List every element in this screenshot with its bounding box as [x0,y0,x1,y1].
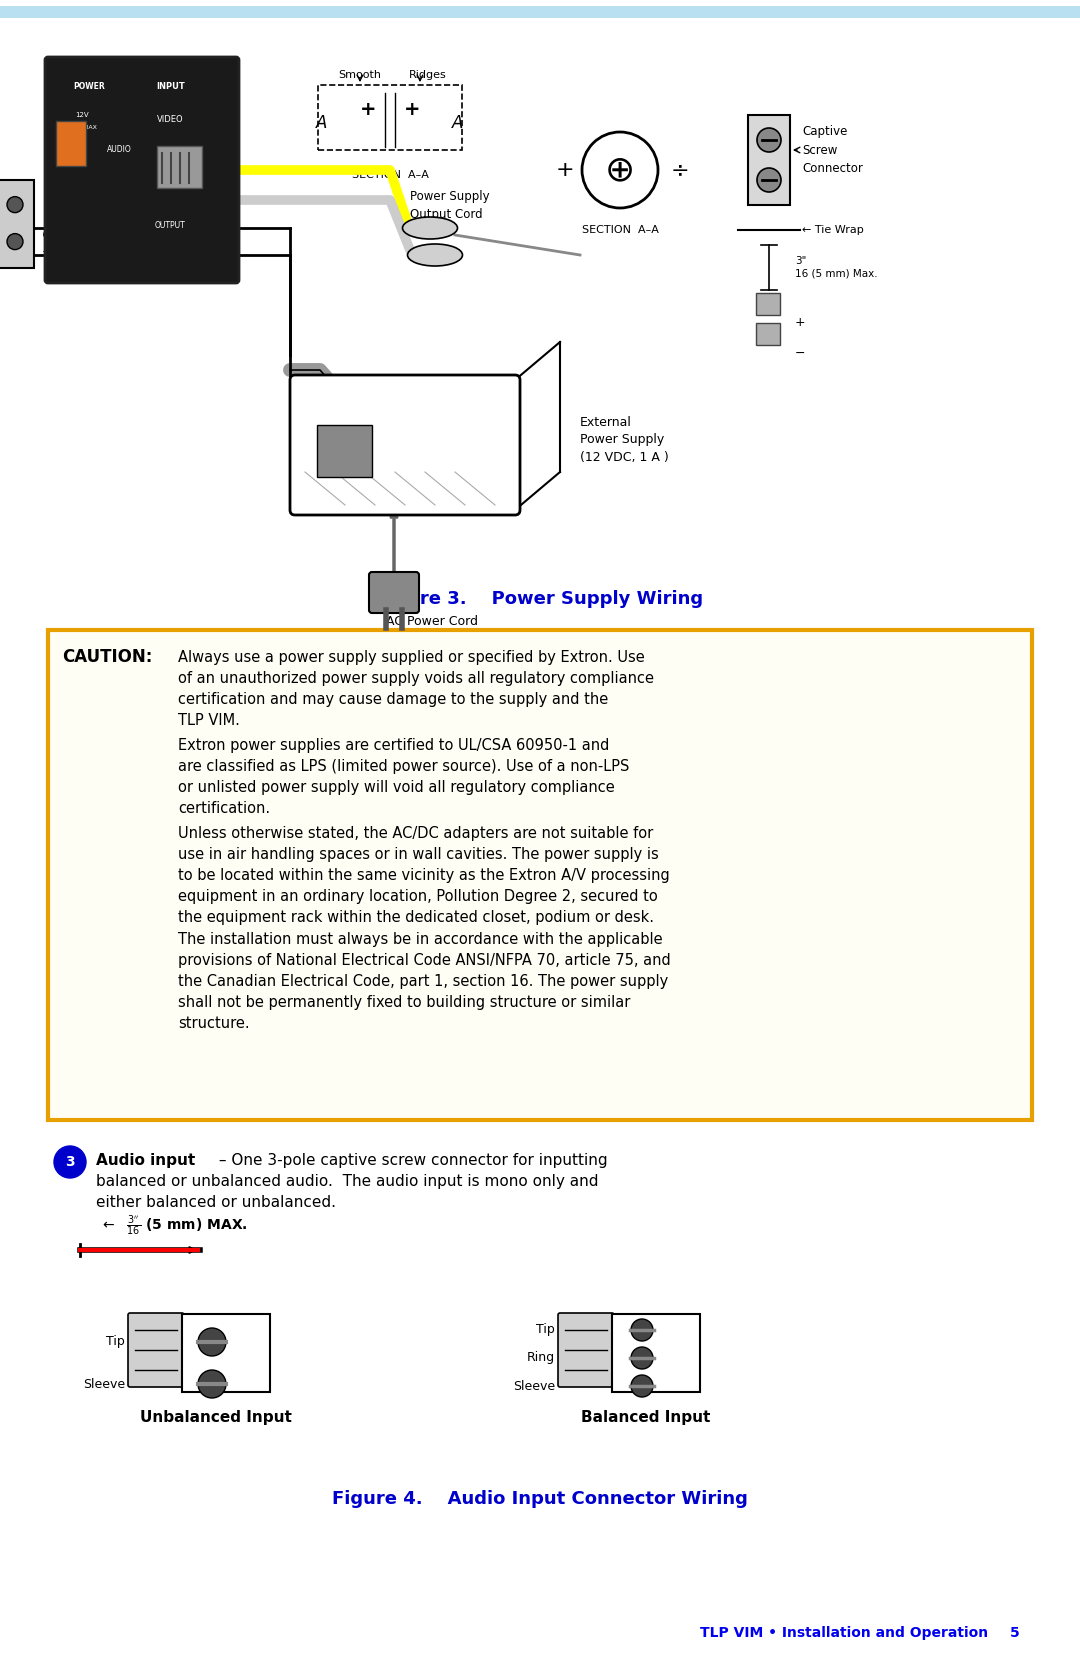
Text: +  +12 VDC: + +12 VDC [42,247,109,257]
Text: The installation must always be in accordance with the applicable
provisions of : The installation must always be in accor… [178,931,671,1031]
Text: Audio input: Audio input [96,1153,195,1168]
Text: OUTPUT: OUTPUT [154,220,186,230]
Text: External
Power Supply
(12 VDC, 1 A ): External Power Supply (12 VDC, 1 A ) [580,416,669,464]
Ellipse shape [407,244,462,265]
Bar [756,294,780,315]
Text: Power Supply
Output Cord: Power Supply Output Cord [410,190,489,220]
Text: ÷: ÷ [671,160,689,180]
Text: Figure 3.    Power Supply Wiring: Figure 3. Power Supply Wiring [377,591,703,608]
FancyBboxPatch shape [558,1314,615,1387]
Text: 5: 5 [1010,1626,1020,1641]
Text: SECTION  A–A: SECTION A–A [581,225,659,235]
Text: AC Power Cord: AC Power Cord [386,614,478,628]
Text: +: + [232,1335,243,1349]
Circle shape [198,1370,226,1399]
Text: – One 3-pole captive screw connector for inputting: – One 3-pole captive screw connector for… [214,1153,608,1168]
Bar [56,120,86,165]
Circle shape [6,197,23,212]
Text: Tip: Tip [537,1324,555,1337]
Bar [48,629,1032,1120]
Circle shape [198,1329,226,1355]
Text: Smooth: Smooth [338,70,381,80]
Text: Sleeve: Sleeve [513,1380,555,1392]
Text: I: I [232,1357,235,1370]
Text: ⊕: ⊕ [658,1380,669,1392]
Bar [756,324,780,345]
Circle shape [631,1319,653,1340]
Text: 3"
16 (5 mm) Max.: 3" 16 (5 mm) Max. [795,257,878,279]
Circle shape [631,1347,653,1369]
Text: AUDIO: AUDIO [107,145,132,155]
Circle shape [582,132,658,209]
Bar [748,115,789,205]
Bar [0,180,33,269]
FancyBboxPatch shape [45,57,239,284]
Circle shape [54,1147,86,1178]
Text: Extron power supplies are certified to UL/CSA 60950-1 and
are classified as LPS : Extron power supplies are certified to U… [178,738,630,816]
FancyBboxPatch shape [291,376,519,516]
Text: TLP VIM • Installation and Operation: TLP VIM • Installation and Operation [700,1626,988,1641]
Circle shape [6,234,23,250]
Text: VIDEO: VIDEO [157,115,184,125]
Text: Balanced Input: Balanced Input [581,1410,711,1425]
Text: ← Tie Wrap: ← Tie Wrap [802,225,864,235]
Text: $\leftarrow$  $\frac{3^{\prime\prime}}{16}$ (5 mm) MAX.: $\leftarrow$ $\frac{3^{\prime\prime}}{16… [100,1213,247,1237]
Text: +: + [404,100,420,120]
Text: I: I [658,1352,662,1365]
Text: Ridges: Ridges [409,70,447,80]
Text: POWER: POWER [73,82,105,92]
Text: +: + [360,100,376,120]
Text: ⊕: ⊕ [605,154,635,187]
Text: A: A [453,113,463,132]
Text: ⊕: ⊕ [232,1377,243,1390]
Text: Figure 4.    Audio Input Connector Wiring: Figure 4. Audio Input Connector Wiring [332,1490,748,1509]
Circle shape [757,129,781,152]
Bar [0,7,1080,18]
Text: +: + [556,160,575,180]
Text: either balanced or unbalanced.: either balanced or unbalanced. [96,1195,336,1210]
Text: +: + [795,317,806,329]
Text: Unbalanced Input: Unbalanced Input [140,1410,292,1425]
Text: 3: 3 [65,1155,75,1168]
Bar [612,1314,700,1392]
Circle shape [757,169,781,192]
Text: 0.5A MAX: 0.5A MAX [67,125,97,130]
Bar [157,145,202,187]
Text: Captive
Screw
Connector: Captive Screw Connector [802,125,863,175]
Text: +: + [658,1324,669,1337]
Text: Ring: Ring [527,1352,555,1365]
Bar [183,1314,270,1392]
FancyBboxPatch shape [369,572,419,613]
Text: Always use a power supply supplied or specified by Extron. Use
of an unauthorize: Always use a power supply supplied or sp… [178,649,654,728]
Text: Tip: Tip [106,1335,125,1349]
Circle shape [631,1375,653,1397]
Text: A: A [316,113,327,132]
FancyBboxPatch shape [129,1314,184,1387]
Text: Unless otherwise stated, the AC/DC adapters are not suitable for
use in air hand: Unless otherwise stated, the AC/DC adapt… [178,826,670,925]
Text: balanced or unbalanced audio.  The audio input is mono only and: balanced or unbalanced audio. The audio … [96,1173,598,1188]
Bar [318,85,462,150]
Text: Sleeve: Sleeve [83,1377,125,1390]
Bar [318,426,372,477]
Text: SECTION  A–A: SECTION A–A [352,170,429,180]
Text: 12V: 12V [75,112,89,118]
Text: INPUT: INPUT [156,82,185,92]
Text: CAUTION:: CAUTION: [62,648,152,666]
Text: ⊕ Ground  ⊕: ⊕ Ground ⊕ [42,230,112,240]
Text: −: − [795,347,806,359]
Ellipse shape [403,217,458,239]
